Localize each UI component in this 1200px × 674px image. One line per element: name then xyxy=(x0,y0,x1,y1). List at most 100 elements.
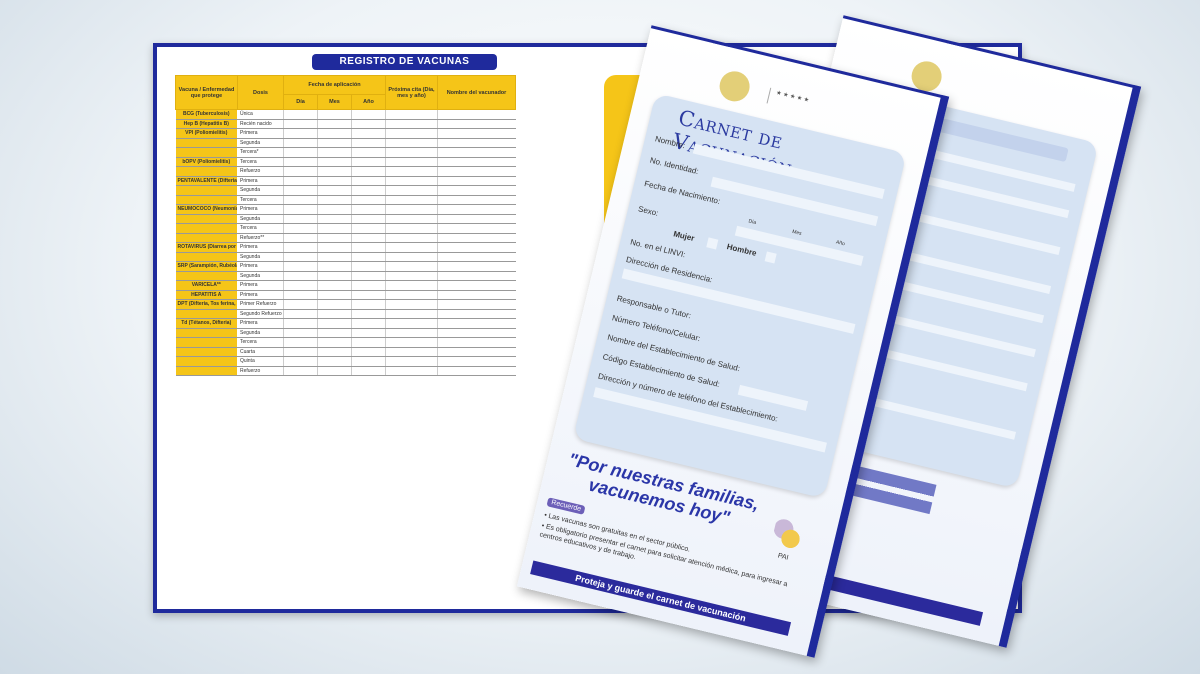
entry-cell[interactable] xyxy=(350,109,386,120)
entry-cell[interactable] xyxy=(385,138,438,148)
entry-cell[interactable] xyxy=(437,176,516,186)
entry-cell[interactable] xyxy=(350,242,386,253)
entry-cell[interactable] xyxy=(283,147,318,158)
entry-cell[interactable] xyxy=(350,366,386,376)
entry-cell[interactable] xyxy=(350,166,386,177)
entry-cell[interactable] xyxy=(385,147,438,158)
entry-cell[interactable] xyxy=(350,252,386,262)
entry-cell[interactable] xyxy=(350,195,386,205)
entry-cell[interactable] xyxy=(283,328,318,338)
entry-cell[interactable] xyxy=(385,356,438,367)
entry-cell[interactable] xyxy=(350,309,386,319)
entry-cell[interactable] xyxy=(317,233,352,243)
entry-cell[interactable] xyxy=(283,119,318,129)
entry-cell[interactable] xyxy=(283,280,318,291)
entry-cell[interactable] xyxy=(385,157,438,167)
entry-cell[interactable] xyxy=(317,347,352,357)
entry-cell[interactable] xyxy=(350,290,386,300)
entry-cell[interactable] xyxy=(283,337,318,348)
entry-cell[interactable] xyxy=(350,119,386,129)
entry-cell[interactable] xyxy=(437,128,516,139)
entry-cell[interactable] xyxy=(350,328,386,338)
entry-cell[interactable] xyxy=(385,204,438,215)
entry-cell[interactable] xyxy=(317,366,352,376)
entry-cell[interactable] xyxy=(350,223,386,234)
entry-cell[interactable] xyxy=(317,128,352,139)
entry-cell[interactable] xyxy=(385,109,438,120)
entry-cell[interactable] xyxy=(437,299,516,310)
female-checkbox[interactable] xyxy=(706,237,719,250)
entry-cell[interactable] xyxy=(385,214,438,224)
entry-cell[interactable] xyxy=(350,318,386,329)
entry-cell[interactable] xyxy=(385,261,438,272)
entry-cell[interactable] xyxy=(350,299,386,310)
entry-cell[interactable] xyxy=(437,195,516,205)
entry-cell[interactable] xyxy=(317,242,352,253)
entry-cell[interactable] xyxy=(385,195,438,205)
entry-cell[interactable] xyxy=(437,242,516,253)
entry-cell[interactable] xyxy=(317,356,352,367)
entry-cell[interactable] xyxy=(437,328,516,338)
entry-cell[interactable] xyxy=(283,356,318,367)
entry-cell[interactable] xyxy=(385,328,438,338)
entry-cell[interactable] xyxy=(437,185,516,196)
entry-cell[interactable] xyxy=(317,280,352,291)
entry-cell[interactable] xyxy=(350,261,386,272)
entry-cell[interactable] xyxy=(385,271,438,281)
entry-cell[interactable] xyxy=(437,252,516,262)
entry-cell[interactable] xyxy=(283,128,318,139)
entry-cell[interactable] xyxy=(283,109,318,120)
entry-cell[interactable] xyxy=(283,223,318,234)
entry-cell[interactable] xyxy=(437,204,516,215)
entry-cell[interactable] xyxy=(317,290,352,300)
male-checkbox[interactable] xyxy=(764,251,777,264)
entry-cell[interactable] xyxy=(317,119,352,129)
entry-cell[interactable] xyxy=(385,337,438,348)
entry-cell[interactable] xyxy=(350,157,386,167)
entry-cell[interactable] xyxy=(385,299,438,310)
entry-cell[interactable] xyxy=(317,214,352,224)
entry-cell[interactable] xyxy=(350,185,386,196)
entry-cell[interactable] xyxy=(283,157,318,167)
entry-cell[interactable] xyxy=(437,309,516,319)
entry-cell[interactable] xyxy=(350,176,386,186)
entry-cell[interactable] xyxy=(385,166,438,177)
entry-cell[interactable] xyxy=(317,147,352,158)
entry-cell[interactable] xyxy=(437,138,516,148)
entry-cell[interactable] xyxy=(317,299,352,310)
entry-cell[interactable] xyxy=(437,147,516,158)
entry-cell[interactable] xyxy=(283,176,318,186)
entry-cell[interactable] xyxy=(283,166,318,177)
entry-cell[interactable] xyxy=(385,366,438,376)
entry-cell[interactable] xyxy=(283,366,318,376)
entry-cell[interactable] xyxy=(283,299,318,310)
entry-cell[interactable] xyxy=(283,347,318,357)
entry-cell[interactable] xyxy=(283,214,318,224)
entry-cell[interactable] xyxy=(350,337,386,348)
entry-cell[interactable] xyxy=(283,271,318,281)
entry-cell[interactable] xyxy=(350,214,386,224)
entry-cell[interactable] xyxy=(350,138,386,148)
entry-cell[interactable] xyxy=(350,233,386,243)
entry-cell[interactable] xyxy=(437,223,516,234)
entry-cell[interactable] xyxy=(350,356,386,367)
entry-cell[interactable] xyxy=(317,252,352,262)
entry-cell[interactable] xyxy=(437,271,516,281)
entry-cell[interactable] xyxy=(283,233,318,243)
entry-cell[interactable] xyxy=(437,261,516,272)
entry-cell[interactable] xyxy=(317,271,352,281)
entry-cell[interactable] xyxy=(317,185,352,196)
entry-cell[interactable] xyxy=(385,309,438,319)
entry-cell[interactable] xyxy=(385,128,438,139)
entry-cell[interactable] xyxy=(437,356,516,367)
entry-cell[interactable] xyxy=(350,147,386,158)
entry-cell[interactable] xyxy=(385,280,438,291)
entry-cell[interactable] xyxy=(350,280,386,291)
entry-cell[interactable] xyxy=(283,261,318,272)
entry-cell[interactable] xyxy=(317,204,352,215)
entry-cell[interactable] xyxy=(385,242,438,253)
entry-cell[interactable] xyxy=(317,176,352,186)
entry-cell[interactable] xyxy=(385,347,438,357)
entry-cell[interactable] xyxy=(437,109,516,120)
entry-cell[interactable] xyxy=(283,242,318,253)
